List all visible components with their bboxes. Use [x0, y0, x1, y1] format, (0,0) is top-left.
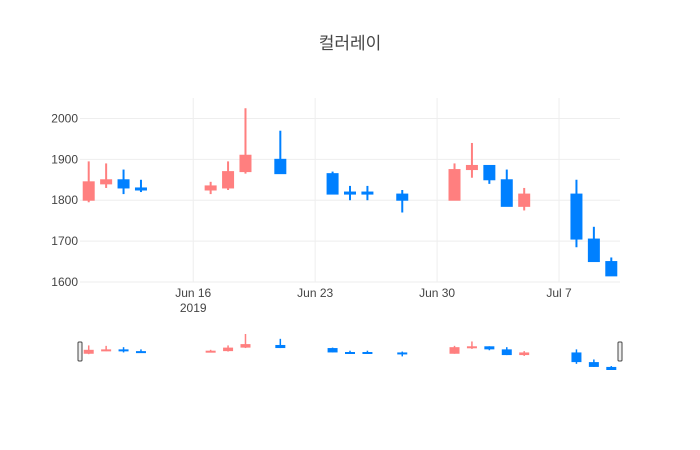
candle-body [396, 193, 409, 201]
candle-body [500, 179, 513, 207]
slider-candle-body [83, 349, 94, 354]
candle-down [326, 171, 339, 195]
slider-candle-body [449, 347, 460, 354]
candle-body [134, 187, 147, 191]
slider-candle-body [362, 352, 373, 354]
candle-up [465, 142, 478, 178]
candle-down [117, 169, 130, 195]
x-tick-label: Jun 30 [419, 286, 455, 300]
slider-candle-body [205, 350, 216, 353]
slider-candle-body [571, 352, 582, 363]
candle-down [570, 179, 583, 248]
slider-candle [571, 349, 582, 364]
range-slider[interactable] [77, 334, 623, 370]
candle-body [465, 164, 478, 171]
candle-body [605, 261, 618, 277]
slider-candle [397, 351, 408, 357]
candle-body [82, 181, 95, 201]
x-tick-label: Jul 7 [546, 286, 572, 300]
slider-candle [466, 341, 477, 349]
slider-candle [205, 349, 216, 353]
candle-body [326, 173, 339, 195]
slider-candle [484, 346, 495, 351]
candle-up [204, 181, 217, 195]
x-tick-label: Jun 16 [175, 286, 211, 300]
candles [82, 108, 618, 277]
candle-body [448, 169, 461, 201]
slider-candle-body [118, 349, 129, 352]
slider-candle [240, 334, 251, 349]
slider-candle [362, 350, 373, 354]
slider-candle [118, 347, 129, 353]
range-slider-left-handle[interactable] [77, 341, 83, 362]
candle-down [587, 226, 600, 263]
candle-body [344, 191, 356, 195]
candle-up [239, 108, 252, 174]
candle-down [396, 190, 409, 213]
candle-body [274, 158, 287, 175]
slider-candle [606, 366, 617, 370]
slider-candle [501, 347, 512, 356]
slider-candle-body [519, 352, 530, 356]
candle-down [483, 164, 496, 184]
slider-candle-body [135, 351, 146, 354]
candle-body [518, 193, 531, 207]
candle-down [605, 257, 618, 277]
candle-up [222, 161, 235, 190]
x-tick-label: Jun 23 [297, 286, 333, 300]
candle-down [134, 179, 147, 193]
candle-body [587, 238, 600, 263]
candle-body [483, 164, 496, 181]
slider-candle [83, 345, 94, 355]
candle-down [361, 185, 374, 201]
candle-up [448, 163, 461, 201]
y-tick-label: 1600 [51, 275, 78, 289]
slider-candle [327, 347, 338, 353]
slider-candle-body [327, 348, 338, 353]
slider-candle-body [397, 352, 408, 355]
candle-body [117, 179, 130, 189]
chart-title: 컬러레이 [319, 34, 382, 54]
slider-candle [101, 345, 112, 352]
y-tick-label: 1900 [51, 152, 78, 166]
slider-candle-body [606, 366, 617, 370]
slider-candle-body [240, 344, 251, 348]
slider-candle-body [345, 352, 355, 354]
slider-candle [275, 338, 286, 349]
slider-candle-body [101, 349, 112, 352]
candle-body [361, 191, 374, 195]
slider-candle-body [275, 344, 286, 349]
candle-down [500, 169, 513, 207]
y-tick-label: 2000 [51, 111, 78, 125]
slider-candle [588, 359, 599, 367]
candle-body [204, 185, 217, 191]
candle-body [570, 193, 583, 240]
candle-body [222, 171, 235, 189]
slider-candle-body [484, 346, 495, 350]
slider-candle [449, 345, 460, 354]
slider-candle-body [466, 346, 477, 349]
slider-candle [135, 349, 146, 354]
candle-up [100, 163, 113, 188]
slider-candle [519, 351, 530, 356]
y-tick-label: 1800 [51, 193, 78, 207]
y-axis-ticks: 1600 1700 1800 1900 2000 [51, 111, 78, 289]
candle-body [239, 154, 252, 173]
slider-candle-body [588, 362, 599, 367]
slider-candle-body [501, 349, 512, 356]
range-slider-right-handle[interactable] [617, 341, 623, 362]
candle-down [344, 185, 356, 201]
y-tick-label: 1700 [51, 234, 78, 248]
candle-up [518, 187, 531, 211]
slider-candle [345, 350, 355, 354]
candle-up [82, 161, 95, 203]
slider-candle-body [223, 347, 234, 352]
slider-candle [223, 345, 234, 352]
candle-body [100, 179, 113, 185]
candle-down [274, 130, 287, 175]
x-tick-sublabel: 2019 [180, 301, 207, 315]
